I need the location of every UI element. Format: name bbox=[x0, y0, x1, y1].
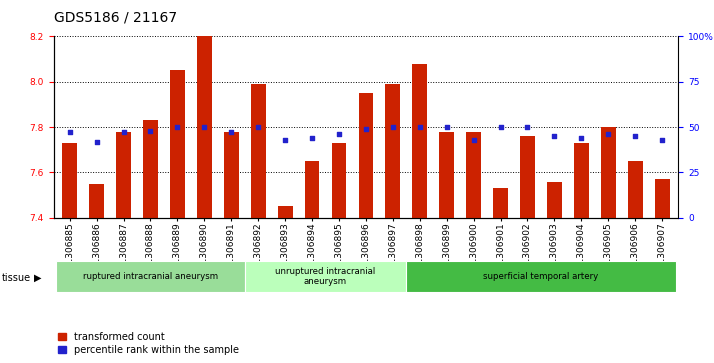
Text: superficial temporal artery: superficial temporal artery bbox=[483, 272, 598, 281]
Bar bbox=[466, 131, 481, 218]
Point bbox=[91, 139, 102, 144]
Bar bbox=[601, 127, 615, 218]
Text: ruptured intracranial aneurysm: ruptured intracranial aneurysm bbox=[83, 272, 218, 281]
Bar bbox=[386, 84, 401, 218]
Bar bbox=[143, 120, 158, 218]
Point bbox=[118, 130, 129, 135]
Bar bbox=[56, 261, 245, 292]
Bar bbox=[170, 70, 185, 218]
Bar bbox=[278, 207, 293, 218]
Point bbox=[64, 130, 76, 135]
Bar bbox=[89, 184, 104, 218]
Bar bbox=[493, 188, 508, 218]
Point bbox=[549, 133, 560, 139]
Point bbox=[145, 128, 156, 134]
Point bbox=[495, 124, 506, 130]
Bar bbox=[305, 161, 319, 218]
Point bbox=[522, 124, 533, 130]
Point bbox=[253, 124, 264, 130]
Bar bbox=[62, 143, 77, 218]
Point bbox=[360, 126, 371, 132]
Point bbox=[441, 124, 453, 130]
Bar bbox=[116, 131, 131, 218]
Point bbox=[226, 130, 237, 135]
Text: unruptured intracranial
aneurysm: unruptured intracranial aneurysm bbox=[276, 267, 376, 286]
Bar bbox=[224, 131, 238, 218]
Bar bbox=[245, 261, 406, 292]
Bar bbox=[574, 143, 589, 218]
Point bbox=[171, 124, 183, 130]
Bar bbox=[197, 36, 212, 218]
Point bbox=[468, 137, 479, 143]
Bar bbox=[547, 182, 562, 218]
Bar bbox=[520, 136, 535, 218]
Bar bbox=[439, 131, 454, 218]
Bar bbox=[358, 93, 373, 218]
Text: ▶: ▶ bbox=[34, 273, 42, 283]
Legend: transformed count, percentile rank within the sample: transformed count, percentile rank withi… bbox=[59, 331, 239, 355]
Text: tissue: tissue bbox=[1, 273, 31, 283]
Point bbox=[279, 137, 291, 143]
Point bbox=[198, 124, 210, 130]
Point bbox=[603, 131, 614, 137]
Bar bbox=[331, 143, 346, 218]
Point bbox=[656, 137, 668, 143]
Point bbox=[333, 131, 345, 137]
Bar bbox=[251, 84, 266, 218]
Bar bbox=[413, 64, 427, 218]
Point bbox=[306, 135, 318, 141]
Point bbox=[414, 124, 426, 130]
Point bbox=[630, 133, 641, 139]
Bar bbox=[655, 179, 670, 218]
Bar bbox=[628, 161, 643, 218]
Point bbox=[387, 124, 398, 130]
Bar bbox=[406, 261, 675, 292]
Point bbox=[575, 135, 587, 141]
Text: GDS5186 / 21167: GDS5186 / 21167 bbox=[54, 11, 176, 25]
